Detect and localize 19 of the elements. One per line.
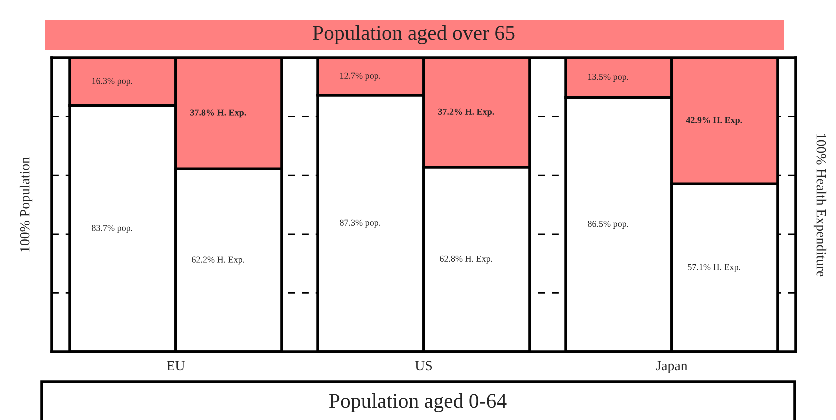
data-label: 86.5% pop. (588, 221, 628, 229)
data-label: 37.2% H. Exp. (438, 108, 494, 117)
y2-axis-title: 100% Health Expenditure (814, 134, 827, 277)
text: Japan (656, 361, 688, 374)
data-label: 57.1% H. Exp. (688, 264, 741, 272)
series-label: Population aged 0-64 (329, 394, 507, 412)
data-label: 62.2% H. Exp. (192, 256, 245, 265)
data-label: 16.3% pop. (92, 78, 132, 86)
text: US (415, 361, 432, 371)
data-label: 87.3% pop. (340, 220, 380, 228)
data-label: 37.8% H. Exp. (190, 110, 246, 118)
data-label: 62.8% H. Exp. (440, 256, 493, 264)
data-label: 83.7% pop. (92, 225, 132, 234)
text: EU (167, 361, 185, 371)
data-label: 42.9% H. Exp. (686, 117, 742, 126)
data-label: 12.7% pop. (340, 72, 380, 81)
y-axis-title: 100% Population (20, 157, 33, 252)
series-label: Population aged over 65 (313, 26, 515, 44)
data-label: 13.5% pop. (588, 74, 628, 82)
